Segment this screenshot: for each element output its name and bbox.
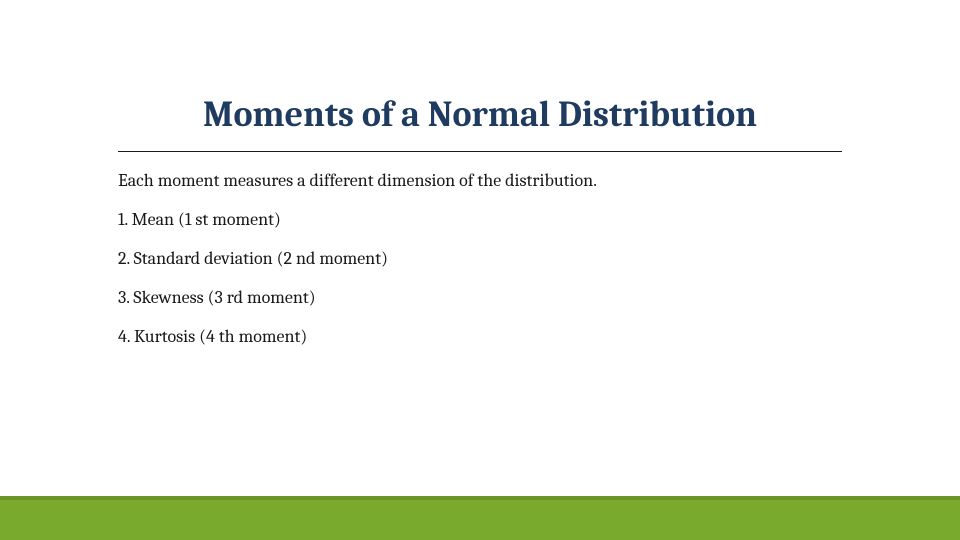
content-body: Each moment measures a different dimensi… xyxy=(118,170,842,347)
title-underline xyxy=(118,151,842,152)
list-item: 2. Standard deviation (2 nd moment) xyxy=(118,248,842,269)
list-item: 1. Mean (1 st moment) xyxy=(118,209,842,230)
list-item: 4. Kurtosis (4 th moment) xyxy=(118,326,842,347)
slide: Moments of a Normal Distribution Each mo… xyxy=(0,0,960,540)
page-title: Moments of a Normal Distribution xyxy=(0,0,960,151)
bottom-accent-bar xyxy=(0,496,960,540)
list-item: 3. Skewness (3 rd moment) xyxy=(118,287,842,308)
intro-text: Each moment measures a different dimensi… xyxy=(118,170,842,191)
